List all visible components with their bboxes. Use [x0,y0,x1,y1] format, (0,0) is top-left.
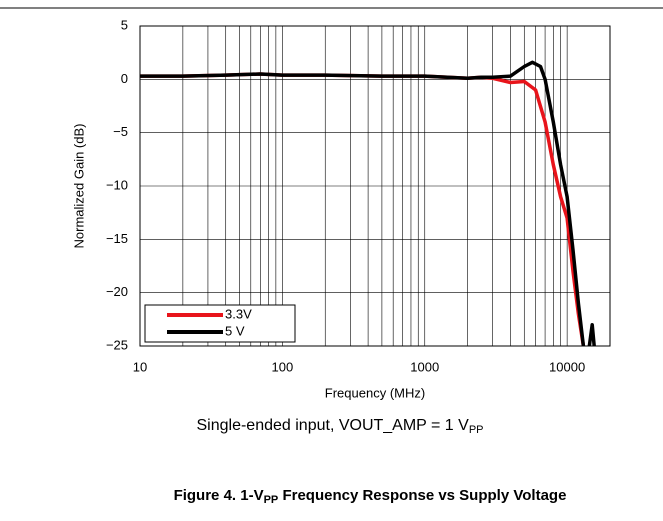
x-axis-label: Frequency (MHz) [325,385,425,400]
x-tick-label: 10 [133,359,147,374]
caption-text: Figure 4. 1-V [174,487,264,504]
legend-box [144,304,296,343]
caption-subscript: PP [264,494,279,506]
y-tick-label: 5 [121,17,128,32]
x-tick-label: 10000 [549,359,585,374]
y-tick-label: −10 [106,177,128,192]
subtitle-text: Single-ended input, VOUT_AMP = 1 V [197,417,470,434]
plot-area [140,60,596,346]
y-tick-label: 0 [121,71,128,86]
series-line [140,60,596,346]
caption: Figure 4. 1-VPP Frequency Response vs Su… [174,487,567,506]
x-tick-label: 100 [272,359,294,374]
subtitle: Single-ended input, VOUT_AMP = 1 VPP [197,417,484,436]
legend-label: 3.3V [225,306,252,321]
y-axis-label: Normalized Gain (dB) [71,124,86,249]
plot-frame [139,25,611,347]
subtitle-subscript: PP [469,424,484,436]
legend-label: 5 V [225,323,245,338]
y-tick-label: −15 [106,231,128,246]
caption-text: Frequency Response vs Supply Voltage [278,487,566,504]
x-tick-label: 1000 [410,359,439,374]
y-tick-label: −25 [106,337,128,352]
y-tick-label: −20 [106,284,128,299]
y-tick-label: −5 [113,124,128,139]
